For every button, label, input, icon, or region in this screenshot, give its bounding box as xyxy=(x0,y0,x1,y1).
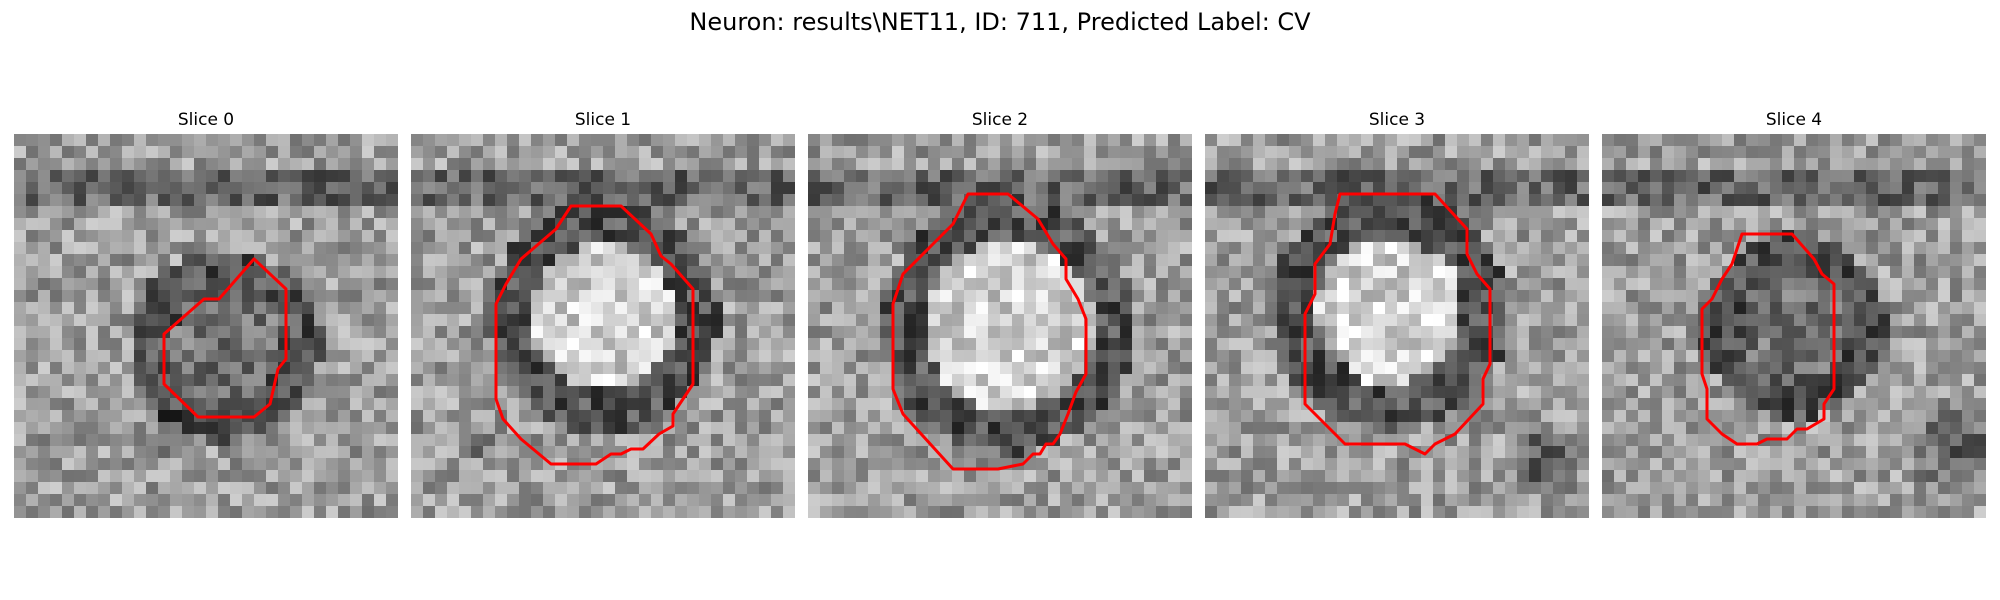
slice-image-0 xyxy=(14,134,398,518)
contour-outline-0 xyxy=(162,257,288,419)
slice-panel-4: Slice 4 xyxy=(1602,110,1986,530)
slice-panel-3: Slice 3 xyxy=(1205,110,1589,530)
slice-title-4: Slice 4 xyxy=(1765,110,1823,130)
contour-outline-1 xyxy=(494,204,695,466)
slice-panels: Slice 0 Slice 1 Slice 2 Slice 3 Slice 4 xyxy=(14,110,1986,530)
slice-panel-2: Slice 2 xyxy=(808,110,1192,530)
slice-panel-0: Slice 0 xyxy=(14,110,398,530)
slice-image-2 xyxy=(808,134,1192,518)
slice-panel-1: Slice 1 xyxy=(411,110,795,530)
slice-title-0: Slice 0 xyxy=(177,110,235,130)
slice-image-3 xyxy=(1205,134,1589,518)
contour-outline-4 xyxy=(1700,232,1836,446)
contour-outline-2 xyxy=(891,192,1088,471)
figure-title: Neuron: results\NET11, ID: 711, Predicte… xyxy=(689,8,1311,36)
contour-outline-3 xyxy=(1303,192,1492,456)
slice-title-1: Slice 1 xyxy=(574,110,632,130)
slice-title-2: Slice 2 xyxy=(971,110,1029,130)
slice-title-3: Slice 3 xyxy=(1368,110,1426,130)
slice-image-1 xyxy=(411,134,795,518)
slice-image-4 xyxy=(1602,134,1986,518)
